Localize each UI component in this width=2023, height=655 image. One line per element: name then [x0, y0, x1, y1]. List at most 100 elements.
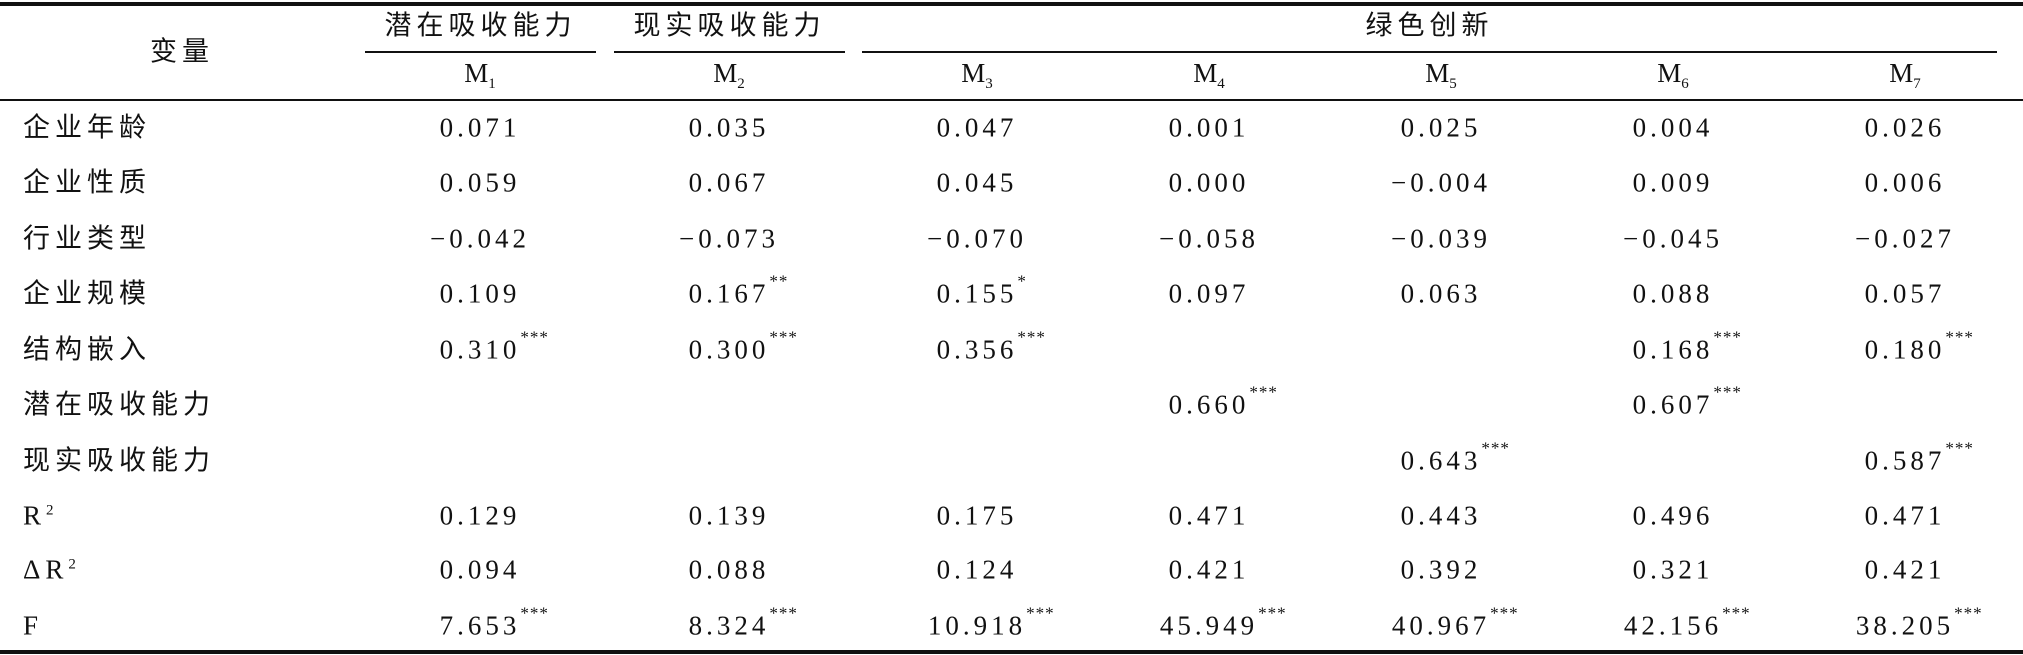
cell-value: 0.088 — [688, 554, 770, 585]
cell: 0.660 *** — [1169, 384, 1277, 419]
bottom-rule — [0, 650, 2023, 654]
cell-value: 0.310 — [439, 334, 521, 365]
top-rule — [0, 2, 2023, 6]
model-label: M1 — [464, 57, 496, 93]
cell: 0.094 — [440, 556, 521, 584]
cell: 0.059 — [439, 167, 521, 198]
significance: *** — [1258, 603, 1287, 623]
cell: −0.073 — [679, 223, 779, 254]
cell: 0.004 — [1632, 112, 1714, 143]
cell-value: 40.967 — [1391, 610, 1491, 641]
row-label: 行业类型 — [23, 225, 151, 253]
cell-value: 0.175 — [936, 500, 1018, 531]
cell-value: 0.026 — [1864, 112, 1946, 143]
group-header: 现实吸收能力 — [633, 10, 826, 41]
cell: 0.175 — [936, 500, 1018, 531]
cell: 0.496 — [1633, 502, 1714, 530]
row-label-text: 现实吸收能力 — [23, 445, 215, 476]
cell: 0.067 — [688, 167, 770, 198]
cell-value: 0.180 — [1864, 334, 1946, 365]
cell: 0.310 *** — [439, 329, 548, 365]
group-header: 潜在吸收能力 — [384, 10, 577, 41]
significance: *** — [1490, 603, 1519, 623]
model-sub: 4 — [1217, 76, 1225, 93]
cell-value: 0.088 — [1632, 278, 1714, 309]
cell: 0.643 *** — [1400, 440, 1509, 476]
cell: 0.392 — [1401, 556, 1482, 584]
model-base: M — [713, 57, 738, 88]
cell-value: 0.004 — [1632, 112, 1714, 143]
model-base: M — [961, 57, 986, 88]
cell-value: 0.471 — [1864, 500, 1946, 531]
model-sub: 2 — [737, 76, 745, 93]
cell: 0.097 — [1168, 278, 1250, 309]
cell: −0.039 — [1391, 223, 1491, 254]
significance: *** — [1945, 438, 1974, 458]
cell-value: 8.324 — [688, 610, 770, 641]
cell-value: 0.000 — [1168, 167, 1250, 198]
group-underline — [365, 51, 596, 53]
cell-value: −0.045 — [1623, 223, 1723, 254]
significance: *** — [1481, 438, 1510, 458]
row-label-text: 潜在吸收能力 — [23, 389, 215, 420]
row-label-text: 结构嵌入 — [23, 334, 151, 365]
cell-value: −0.058 — [1159, 223, 1259, 254]
cell-value: −0.073 — [679, 223, 779, 254]
cell-value: 0.155 — [936, 278, 1018, 309]
cell-value: 45.949 — [1159, 610, 1259, 641]
cell: −0.070 — [927, 223, 1027, 254]
cell: 0.088 — [1632, 278, 1714, 309]
cell-value: −0.004 — [1391, 167, 1491, 198]
cell: 0.443 — [1401, 502, 1482, 530]
cell: 42.156 *** — [1624, 605, 1750, 640]
cell-value: −0.039 — [1391, 223, 1491, 254]
cell: 0.047 — [937, 114, 1018, 142]
model-base: M — [1889, 57, 1914, 88]
row-label: 现实吸收能力 — [23, 445, 215, 476]
significance: * — [1017, 271, 1027, 291]
cell: 7.653 *** — [440, 605, 548, 640]
model-base: M — [1425, 57, 1450, 88]
cell-value: 0.643 — [1400, 445, 1482, 476]
cell: 0.167 ** — [689, 273, 788, 308]
cell: 0.421 — [1169, 556, 1250, 584]
significance: *** — [1713, 327, 1742, 347]
header-rule — [0, 99, 2023, 101]
significance: *** — [520, 603, 549, 623]
cell-value: 0.067 — [688, 167, 770, 198]
cell: 40.967 *** — [1391, 605, 1518, 641]
model-sub: 3 — [985, 76, 993, 93]
cell-value: 38.205 — [1855, 610, 1955, 641]
cell-value: 0.097 — [1168, 278, 1250, 309]
group-header: 绿色创新 — [1365, 10, 1494, 41]
cell-value: 0.025 — [1400, 112, 1482, 143]
cell: −0.004 — [1391, 167, 1491, 198]
cell-value: 0.321 — [1632, 554, 1714, 585]
model-base: M — [464, 57, 489, 88]
significance: *** — [769, 327, 798, 347]
cell: 0.180 *** — [1864, 329, 1973, 365]
variable-header: 变量 — [150, 36, 214, 67]
cell: 0.587 *** — [1865, 440, 1973, 475]
model-base: M — [1193, 57, 1218, 88]
row-label-text: R — [23, 500, 47, 531]
cell: −0.042 — [430, 225, 530, 253]
cell-value: 0.471 — [1168, 500, 1250, 531]
significance: ** — [769, 271, 789, 291]
cell-value: 0.129 — [439, 500, 521, 531]
model-sub: 7 — [1913, 76, 1921, 93]
model-sub: 6 — [1681, 76, 1689, 93]
cell: 0.155 * — [936, 273, 1026, 309]
model-sub: 1 — [488, 76, 496, 93]
cell-value: −0.070 — [927, 223, 1027, 254]
cell: 0.057 — [1865, 280, 1946, 308]
cell: 0.124 — [937, 556, 1018, 584]
row-label: R2 — [23, 500, 59, 531]
cell-value: 0.001 — [1168, 112, 1250, 143]
row-label-text: F — [23, 610, 44, 641]
cell: 0.356 *** — [937, 329, 1045, 364]
cell: 8.324 *** — [688, 605, 797, 641]
cell-value: 0.059 — [439, 167, 521, 198]
cell-value: 0.421 — [1864, 554, 1946, 585]
cell: 0.129 — [439, 500, 521, 531]
